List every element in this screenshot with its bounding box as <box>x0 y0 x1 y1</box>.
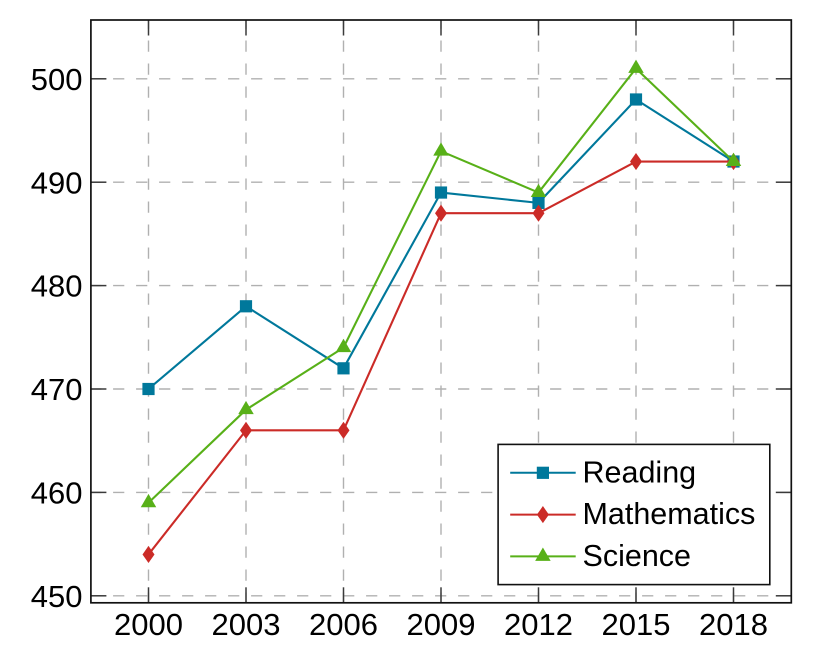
svg-text:2000: 2000 <box>114 607 183 642</box>
svg-text:2015: 2015 <box>602 607 671 642</box>
svg-text:2012: 2012 <box>504 607 573 642</box>
svg-text:500: 500 <box>31 62 83 97</box>
svg-text:Mathematics: Mathematics <box>583 497 756 531</box>
svg-text:2018: 2018 <box>699 607 768 642</box>
svg-text:450: 450 <box>31 579 83 614</box>
svg-text:460: 460 <box>31 476 83 511</box>
svg-text:2003: 2003 <box>212 607 281 642</box>
svg-text:Reading: Reading <box>583 455 697 489</box>
svg-text:480: 480 <box>31 269 83 304</box>
svg-text:2006: 2006 <box>309 607 378 642</box>
svg-text:Science: Science <box>583 539 692 573</box>
svg-text:490: 490 <box>31 165 83 200</box>
svg-text:470: 470 <box>31 372 83 407</box>
svg-text:2009: 2009 <box>407 607 476 642</box>
